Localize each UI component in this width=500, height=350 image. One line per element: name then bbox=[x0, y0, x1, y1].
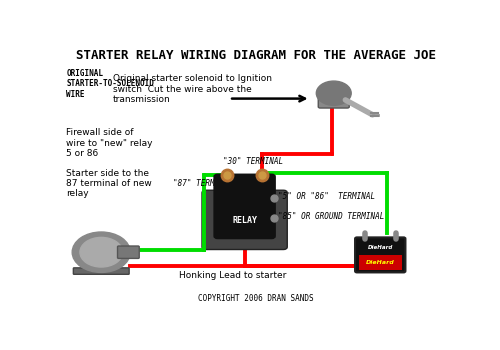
Text: "5" OR "86"  TERMINAL: "5" OR "86" TERMINAL bbox=[278, 192, 374, 201]
FancyBboxPatch shape bbox=[74, 268, 129, 274]
Ellipse shape bbox=[316, 81, 351, 105]
Text: Honking Lead to starter: Honking Lead to starter bbox=[179, 271, 286, 280]
FancyBboxPatch shape bbox=[214, 175, 275, 238]
Text: DieHard: DieHard bbox=[366, 260, 394, 266]
Text: Original starter solenoid to Ignition
switch  Cut the wire above the
transmissio: Original starter solenoid to Ignition sw… bbox=[113, 74, 272, 104]
FancyBboxPatch shape bbox=[318, 89, 349, 108]
FancyBboxPatch shape bbox=[118, 246, 139, 258]
Circle shape bbox=[72, 232, 130, 272]
Text: Starter side to the
87 terminal of new
relay: Starter side to the 87 terminal of new r… bbox=[66, 169, 152, 198]
Text: "85" OR GROUND TERMINAL: "85" OR GROUND TERMINAL bbox=[278, 212, 384, 222]
Bar bbox=[359, 255, 402, 270]
FancyBboxPatch shape bbox=[355, 237, 406, 272]
Circle shape bbox=[80, 237, 122, 267]
Text: DieHard: DieHard bbox=[368, 245, 393, 250]
Text: ORIGINAL
STARTER-TO-SOLENOID
WIRE: ORIGINAL STARTER-TO-SOLENOID WIRE bbox=[66, 69, 154, 99]
Text: COPYRIGHT 2006 DRAN SANDS: COPYRIGHT 2006 DRAN SANDS bbox=[198, 294, 314, 303]
Text: "30" TERMINAL: "30" TERMINAL bbox=[224, 158, 284, 167]
Text: RELAY: RELAY bbox=[232, 216, 257, 225]
Text: STARTER RELAY WIRING DIAGRAM FOR THE AVERAGE JOE: STARTER RELAY WIRING DIAGRAM FOR THE AVE… bbox=[76, 49, 436, 62]
Text: Firewall side of
wire to "new" relay
5 or 86: Firewall side of wire to "new" relay 5 o… bbox=[66, 128, 153, 158]
FancyBboxPatch shape bbox=[202, 190, 287, 250]
Text: "87" TERMINAL: "87" TERMINAL bbox=[173, 179, 233, 188]
